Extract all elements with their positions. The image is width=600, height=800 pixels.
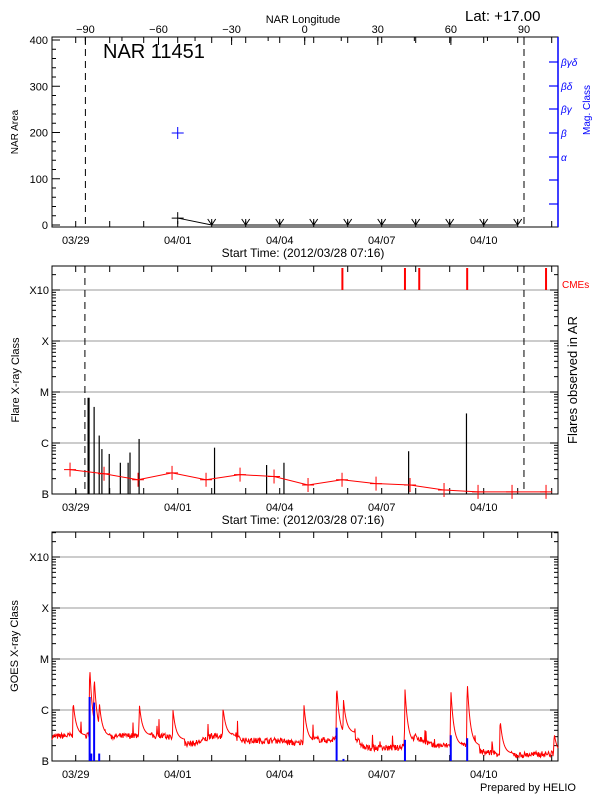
bottom-date-label: 04/10 [470, 769, 498, 781]
flare-ytick-label: B [42, 489, 49, 501]
mid-date-label: 04/07 [368, 502, 396, 514]
flare-count-point [336, 472, 349, 487]
flare-count-ylabel: Flares observed in AR [565, 316, 580, 444]
area-upper-limit-arrow [241, 218, 251, 226]
area-upper-limit-arrow [377, 218, 387, 226]
bottom-date-label: 03/29 [62, 769, 90, 781]
flare-count-point [166, 465, 179, 480]
goes-flux-line [51, 672, 559, 759]
flare-count-point [234, 467, 247, 482]
flare-count-point [438, 482, 451, 497]
flare-count-point [98, 466, 111, 481]
area-ytick-label: 100 [30, 174, 48, 186]
mag-class-label: βδ [560, 82, 573, 93]
top-date-label: 04/07 [368, 235, 396, 247]
area-ytick-label: 200 [30, 128, 48, 140]
longitude-tick-label: −60 [149, 24, 168, 36]
mid-date-label: 04/04 [266, 502, 294, 514]
goes-ytick-label: B [42, 756, 49, 768]
longitude-tick-label: −30 [222, 24, 241, 36]
mag-class-label: α [561, 153, 567, 164]
longitude-tick-label: 60 [445, 24, 457, 36]
cme-label: CMEs [562, 280, 589, 291]
mag-class-point [171, 127, 184, 139]
mid-date-label: 04/01 [164, 502, 192, 514]
flare-ytick-label: X10 [29, 285, 49, 297]
goes-ytick-label: X10 [29, 552, 49, 564]
area-ytick-label: 300 [30, 81, 48, 93]
footer-credit: Prepared by HELIO [480, 782, 576, 794]
top-date-label: 04/10 [470, 235, 498, 247]
flare-count-point [302, 478, 315, 493]
area-ytick-label: 400 [30, 35, 48, 47]
area-ytick-label: 0 [42, 220, 48, 232]
flare-count-point [64, 462, 77, 477]
area-point-plus [171, 212, 184, 225]
area-upper-limit-arrow [513, 218, 523, 226]
flare-count-point [268, 469, 281, 484]
flare-plot-frame [51, 265, 559, 495]
top-plot-frame [51, 36, 559, 228]
flare-count-point [404, 478, 417, 493]
top-date-label: 04/01 [164, 235, 192, 247]
flare-ytick-label: C [41, 438, 49, 450]
longitude-tick-label: 0 [302, 24, 308, 36]
area-upper-limit-arrow [479, 218, 489, 226]
longitude-tick-label: 90 [518, 24, 530, 36]
flare-ytick-label: M [40, 387, 49, 399]
mag-class-label: β [560, 129, 567, 140]
bottom-date-label: 04/04 [266, 769, 294, 781]
area-upper-limit-arrow [309, 218, 319, 226]
flare-ylabel: Flare X-ray Class [10, 337, 22, 422]
flare-count-point [506, 484, 519, 499]
goes-ytick-label: C [41, 705, 49, 717]
longitude-tick-label: −90 [76, 24, 95, 36]
bottom-date-label: 04/01 [164, 769, 192, 781]
mid-date-label: 04/10 [470, 502, 498, 514]
longitude-tick-label: 30 [372, 24, 384, 36]
flare-count-point [132, 472, 145, 487]
area-upper-limit-arrow [207, 218, 217, 226]
mag-class-label: βγ [560, 105, 573, 116]
flare-count-point [472, 484, 485, 499]
flare-count-point [370, 476, 383, 491]
mid-xlabel: Start Time: (2012/03/28 07:16) [222, 513, 385, 527]
goes-ytick-label: X [42, 603, 50, 615]
top-axis-title: NAR Longitude [266, 14, 341, 26]
flare-count-point [200, 472, 213, 487]
region-title: NAR 11451 [103, 41, 205, 63]
lat-label: Lat: +17.00 [465, 8, 540, 25]
top-date-label: 03/29 [62, 235, 90, 247]
mag-ylabel: Mag. Class [582, 85, 593, 135]
area-upper-limit-arrow [411, 218, 421, 226]
area-upper-limit-arrow [275, 218, 285, 226]
goes-plot-frame [51, 531, 559, 762]
flare-ytick-label: X [42, 336, 50, 348]
flare-count-point [540, 484, 553, 499]
goes-ytick-label: M [40, 654, 49, 666]
area-ylabel: NAR Area [10, 109, 21, 154]
mid-date-label: 03/29 [62, 502, 90, 514]
goes-ylabel: GOES X-ray Class [9, 600, 21, 692]
top-xlabel: Start Time: (2012/03/28 07:16) [222, 246, 385, 260]
top-date-label: 04/04 [266, 235, 294, 247]
bottom-date-label: 04/07 [368, 769, 396, 781]
area-upper-limit-arrow [445, 218, 455, 226]
mag-class-label: βγδ [560, 58, 578, 69]
area-upper-limit-arrow [343, 218, 353, 226]
